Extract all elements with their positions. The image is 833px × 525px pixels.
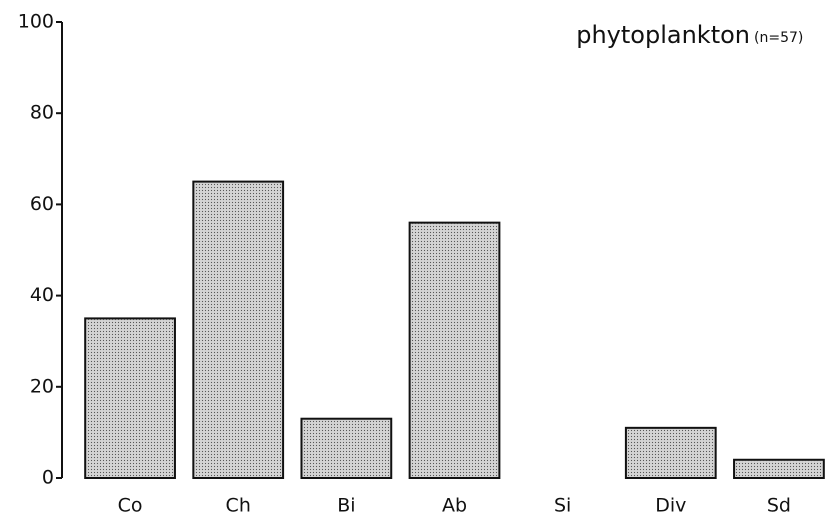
x-tick-label: Sd: [767, 495, 791, 517]
bar-texture: [626, 428, 715, 477]
y-tick-label: 100: [18, 11, 54, 33]
bar-texture: [735, 460, 823, 477]
y-tick-label: 40: [30, 284, 54, 306]
bar-texture: [86, 319, 174, 477]
y-tick-label: 60: [30, 193, 54, 215]
bar-texture: [302, 419, 391, 477]
x-tick-label: Ch: [226, 495, 251, 517]
x-tick-label: Ab: [442, 495, 467, 517]
y-tick-label: 20: [30, 375, 54, 397]
y-tick-label: 80: [30, 102, 54, 124]
bar-texture: [410, 223, 499, 477]
x-tick-label: Bi: [337, 495, 355, 517]
y-tick-label: 0: [42, 467, 54, 489]
bar-texture: [194, 182, 283, 477]
chart-title: phytoplankton: [576, 21, 750, 49]
x-tick-label: Co: [118, 495, 143, 517]
annotation: (n=57): [754, 30, 803, 46]
x-tick-label: Si: [554, 495, 571, 517]
x-tick-label: Div: [655, 495, 686, 517]
